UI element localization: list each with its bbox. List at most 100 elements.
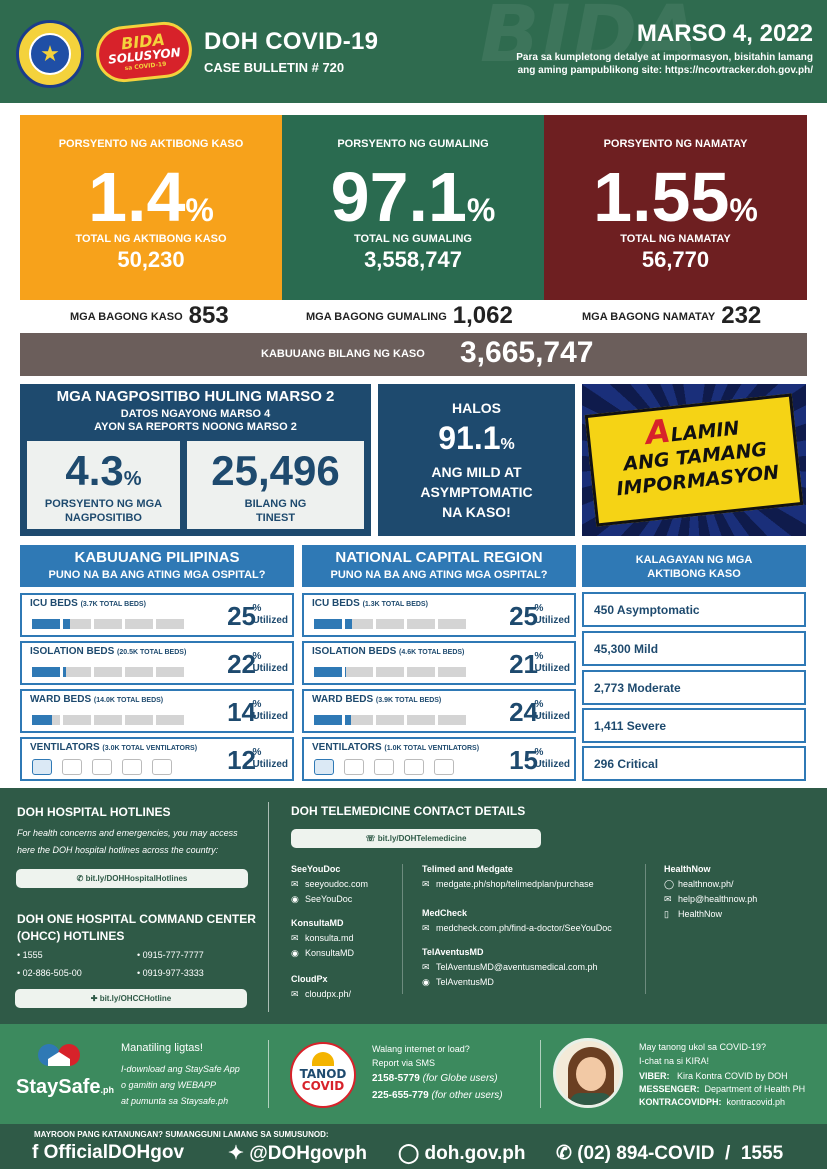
hotlines-description: For health concerns and emergencies, you… bbox=[17, 828, 238, 855]
medgate-web[interactable]: medgate.ph/shop/telimedplan/purchase bbox=[436, 879, 594, 889]
seeyoudoc-web[interactable]: seeyoudoc.com bbox=[305, 879, 369, 889]
bulletin-number: CASE BULLETIN # 720 bbox=[204, 60, 345, 75]
recovered-percent-label: PORSYENTO NG GUMALING bbox=[337, 138, 489, 150]
bed-type-label: VENTILATORS (1.0K TOTAL VENTILATORS) bbox=[312, 742, 480, 753]
bed-icon bbox=[32, 715, 60, 725]
recovered-panel: PORSYENTO NG GUMALING 97.1% TOTAL NG GUM… bbox=[282, 115, 544, 300]
facebook-icon: f bbox=[32, 1142, 44, 1163]
footer-twitter[interactable]: ✦ @DOHgovph bbox=[228, 1143, 367, 1164]
mail-icon: ✉ bbox=[422, 923, 430, 933]
kira-messenger[interactable]: MESSENGER: Department of Health PH bbox=[639, 1084, 806, 1094]
ohcc-number-1[interactable]: • 1555 bbox=[17, 950, 43, 960]
bed-icon bbox=[94, 715, 122, 725]
bed-icon bbox=[63, 619, 91, 629]
ncr-isolation-beds-row: ISOLATION BEDS (4.6K TOTAL BEDS) 21% Utili… bbox=[302, 641, 576, 685]
status-mild: 45,300 Mild bbox=[582, 631, 806, 666]
telemed-medgate: Telimed and Medgate ✉ medgate.ph/shop/tel… bbox=[422, 862, 594, 892]
status-asymptomatic: 450 Asymptomatic bbox=[582, 592, 806, 627]
ohcc-number-4[interactable]: • 0919-977-3333 bbox=[137, 968, 204, 978]
status-critical: 296 Critical bbox=[582, 746, 806, 781]
globe-icon: ◯ bbox=[398, 1143, 425, 1164]
new-deaths-value: 232 bbox=[721, 302, 762, 329]
positivity-rate-label: PORSYENTO NG MGA NAGPOSITIBO bbox=[44, 498, 163, 524]
mail-icon: ✉ bbox=[291, 933, 299, 943]
total-cases-bar: KABUUANG BILANG NG KASO 3,665,747 bbox=[20, 333, 807, 376]
messenger-icon: ◉ bbox=[422, 977, 430, 987]
new-deaths: MGA BAGONG NAMATAY 232 bbox=[582, 302, 761, 330]
bed-icon bbox=[407, 667, 435, 677]
ventilator-icon bbox=[374, 759, 394, 775]
bed-type-label: VENTILATORS (3.0K TOTAL VENTILATORS) bbox=[30, 742, 198, 753]
konsultamd-web[interactable]: konsulta.md bbox=[305, 933, 354, 943]
ohcc-number-2[interactable]: • 0915-777-7777 bbox=[137, 950, 204, 960]
utilized-label: % Utilized bbox=[534, 603, 570, 626]
ncr-ventilators-row: VENTILATORS (1.0K TOTAL VENTILATORS) 15% U… bbox=[302, 737, 576, 781]
ph-icu-beds-row: ICU BEDS (3.7K TOTAL BEDS) 25% Utilized bbox=[20, 593, 294, 637]
tanod-other-number[interactable]: 225-655-779 (for other users) bbox=[372, 1090, 503, 1101]
telaventus-messenger[interactable]: TelAventusMD bbox=[436, 977, 494, 987]
staysafe-text: I-download ang StaySafe App o gamitin ang… bbox=[121, 1064, 240, 1106]
medcheck-web[interactable]: medcheck.com.ph/find-a-doctor/SeeYouDoc bbox=[436, 923, 612, 933]
alamin-banner: ALAMIN ANG TAMANG IMPORMASYON bbox=[582, 384, 806, 536]
mail-icon: ✉ bbox=[291, 989, 299, 999]
kira-viber[interactable]: VIBER: Kira Kontra COVID by DOH bbox=[639, 1071, 788, 1081]
tanod-covid-logo: TANOD COVID bbox=[290, 1042, 356, 1108]
kira-channels: VIBER: Kira Kontra COVID by DOH MESSENGE… bbox=[639, 1070, 805, 1109]
contacts-section: DOH HOSPITAL HOTLINES For health concern… bbox=[0, 788, 827, 1024]
bed-icon bbox=[407, 715, 435, 725]
ohcc-number-3[interactable]: • 02-886-505-00 bbox=[17, 968, 82, 978]
bed-icon bbox=[63, 667, 91, 677]
status-moderate: 2,773 Moderate bbox=[582, 670, 806, 705]
utilization-percent: 24 bbox=[509, 697, 538, 727]
telaventus-email[interactable]: TelAventusMD@aventusmedical.com.ph bbox=[436, 962, 598, 972]
footer-phone[interactable]: ✆ (02) 894-COVID / 1555 bbox=[556, 1143, 784, 1164]
mild-top-label: HALOS bbox=[452, 400, 501, 416]
new-cases-label: MGA BAGONG KASO bbox=[70, 311, 183, 323]
kira-web[interactable]: KONTRACOVIDPH: kontracovid.ph bbox=[639, 1097, 786, 1107]
bida-solusyon-logo: BIDA SOLUSYON sa COVID-19 bbox=[93, 19, 195, 85]
positivity-sub-2: AYON SA REPORTS NOONG MARSO 2 bbox=[94, 421, 297, 433]
healthnow-web[interactable]: healthnow.ph/ bbox=[678, 879, 734, 889]
positivity-title: MGA NAGPOSITIBO HULING MARSO 2 bbox=[56, 388, 335, 405]
tested-value: 25,496 bbox=[211, 447, 340, 494]
plus-icon: ✚ bbox=[90, 994, 100, 1003]
healthnow-app[interactable]: HealthNow bbox=[678, 909, 723, 919]
new-deaths-label: MGA BAGONG NAMATAY bbox=[582, 311, 716, 323]
bed-icon bbox=[63, 715, 91, 725]
telemed-link[interactable]: ☏ bit.ly/DOHTelemedicine bbox=[291, 829, 541, 848]
mild-caption: ANG MILD AT ASYMPTOMATIC NA KASO! bbox=[420, 464, 533, 520]
bed-type-label: ISOLATION BEDS (20.5K TOTAL BEDS) bbox=[30, 646, 187, 657]
deaths-panel: PORSYENTO NG NAMATAY 1.55% TOTAL NG NAMA… bbox=[544, 115, 807, 300]
ncr-title: NATIONAL CAPITAL REGION bbox=[335, 549, 543, 566]
recovered-percent-value: 97.1% bbox=[330, 158, 496, 236]
bed-icon bbox=[94, 667, 122, 677]
tanod-globe-number[interactable]: 2158-5779 (for Globe users) bbox=[372, 1073, 498, 1084]
footer-website[interactable]: ◯ doh.gov.ph bbox=[398, 1143, 526, 1164]
bed-icon bbox=[156, 715, 184, 725]
mail-icon: ✉ bbox=[422, 962, 430, 972]
positivity-panel: MGA NAGPOSITIBO HULING MARSO 2 DATOS NGA… bbox=[20, 384, 371, 536]
footer: MAYROON PANG KATANUNGAN? SUMANGGUNI LAMA… bbox=[0, 1124, 827, 1169]
seeyoudoc-messenger[interactable]: SeeYouDoc bbox=[305, 894, 353, 904]
hotlines-link[interactable]: ✆ bit.ly/DOHHospitalHotlines bbox=[16, 869, 248, 888]
cloudpx-web[interactable]: cloudpx.ph/ bbox=[305, 989, 352, 999]
utilization-percent: 12 bbox=[227, 745, 256, 775]
staysafe-logo-icon bbox=[38, 1040, 82, 1070]
header-note[interactable]: Para sa kumpletong detalye at impormasyo… bbox=[516, 52, 813, 76]
telemed-cloudpx: CloudPx ✉ cloudpx.ph/ bbox=[291, 972, 351, 1002]
ph-ventilators-row: VENTILATORS (3.0K TOTAL VENTILATORS) 12% U… bbox=[20, 737, 294, 781]
bed-icon bbox=[438, 667, 466, 677]
telemed-telaventus: TelAventusMD ✉ TelAventusMD@aventusmedica… bbox=[422, 945, 598, 990]
ohcc-link[interactable]: ✚ bit.ly/OHCCHotline bbox=[15, 989, 247, 1008]
konsultamd-messenger[interactable]: KonsultaMD bbox=[305, 948, 355, 958]
divider bbox=[402, 864, 403, 994]
mild-percent: 91.1% bbox=[438, 420, 515, 456]
bed-icon bbox=[345, 715, 373, 725]
healthnow-email[interactable]: help@healthnow.ph bbox=[678, 894, 758, 904]
ventilator-icon bbox=[92, 759, 112, 775]
apps-section: StaySafe.ph Manatiling ligtas! I-downloa… bbox=[0, 1024, 827, 1124]
bed-icon bbox=[125, 667, 153, 677]
footer-facebook[interactable]: f OfficialDOHgov bbox=[32, 1142, 185, 1163]
bed-type-label: ISOLATION BEDS (4.6K TOTAL BEDS) bbox=[312, 646, 465, 657]
positivity-rate-value: 4.3% bbox=[65, 447, 142, 494]
